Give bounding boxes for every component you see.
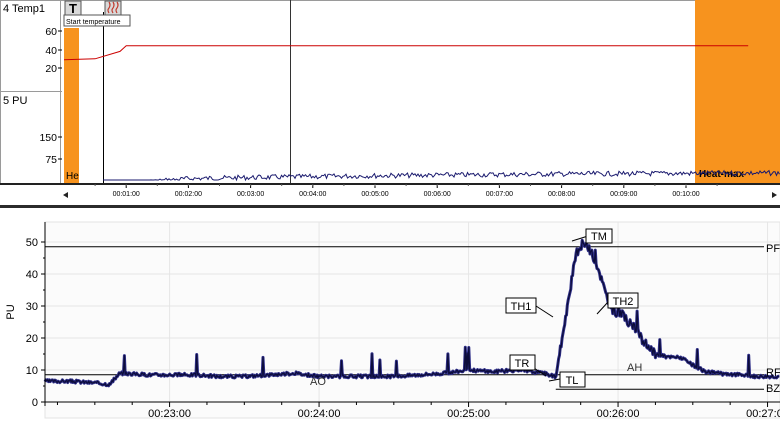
scroll-left-icon[interactable]: [63, 192, 68, 198]
temp-tick-60: 60: [45, 26, 57, 38]
pu-tick-150: 150: [39, 132, 57, 144]
x-tick-label: 00:25:00: [447, 408, 490, 420]
perfusion-trace: [44, 239, 780, 387]
overview-frame: [0, 0, 780, 184]
pf-label: PF: [766, 243, 780, 255]
overview-time-scrollbar[interactable]: 00:01:00 00:02:00 00:03:00 00:04:00 00:05:00…: [0, 183, 780, 206]
text-tool-icon: T: [69, 1, 77, 16]
y-tick-label: 40: [26, 269, 38, 281]
pu-overview-trace: [103, 169, 780, 182]
x-tick-label: 00:23:00: [148, 408, 191, 420]
marker-th2[interactable]: TH2: [596, 292, 639, 315]
y-tick-label: 50: [26, 237, 38, 249]
plot-area[interactable]: [44, 221, 780, 419]
marker-tm[interactable]: TM: [571, 228, 613, 244]
x-tick-label: 00:26:00: [597, 408, 640, 420]
marker-tr-label: TR: [515, 358, 530, 370]
time-tick-label: 00:08:00: [548, 191, 575, 198]
y-tick-label: 0: [32, 397, 38, 409]
ao-area-label: AO: [310, 376, 326, 388]
time-tick-label: 00:07:00: [486, 191, 513, 198]
overview-time-ticks: 00:01:00 00:02:00 00:03:00 00:04:00 00:05:00…: [94, 184, 718, 198]
marker-th1[interactable]: TH1: [505, 297, 554, 318]
marker-tl-label: TL: [566, 375, 579, 387]
y-axis-label: PU: [5, 304, 17, 319]
y-axis: 50 40 30 20 10 0: [26, 222, 46, 409]
time-tick-label: 00:05:00: [361, 191, 388, 198]
temp-trace: [63, 45, 749, 61]
marker-tm-label: TM: [591, 231, 607, 243]
ah-area-label: AH: [627, 362, 642, 374]
x-axis: 00:23:00 00:24:00 00:25:00 00:26:00 00:27:00: [45, 401, 780, 420]
channel-1-label: 4 Temp1: [3, 3, 45, 15]
y-tick-label: 10: [26, 365, 38, 377]
heat-max-label: Heat-max: [699, 169, 744, 180]
heat-bar-start-label: He: [66, 171, 79, 182]
x-tick-label: 00:24:00: [298, 408, 341, 420]
temp-axis: 60 40 20: [45, 26, 62, 75]
marker-th2-label: TH2: [613, 296, 634, 308]
text-tool-button[interactable]: T: [64, 0, 82, 16]
panel-separator[interactable]: [0, 205, 780, 208]
temp-tick-20: 20: [45, 63, 57, 75]
y-tick-label: 30: [26, 301, 38, 313]
temp-tick-40: 40: [45, 45, 57, 57]
x-tick-label: 00:27:00: [746, 408, 780, 420]
time-tick-label: 00:10:00: [672, 191, 699, 198]
time-tick-label: 00:09:00: [610, 191, 637, 198]
time-tick-label: 00:03:00: [237, 191, 264, 198]
bz-label: BZ: [766, 383, 780, 395]
marker-th1-label: TH1: [511, 301, 532, 313]
heat-bar-start[interactable]: [64, 28, 79, 183]
channel-2-label: 5 PU: [3, 95, 28, 107]
tooltip-text: Start temperature: [66, 19, 121, 26]
scroll-right-icon[interactable]: [772, 192, 777, 198]
marker-tl[interactable]: TL: [548, 371, 586, 388]
pu-tick-75: 75: [45, 154, 57, 166]
start-temperature-tooltip: Start temperature: [63, 14, 131, 27]
time-tick-label: 00:01:00: [113, 191, 140, 198]
grid: [45, 222, 780, 402]
time-tick-label: 00:04:00: [299, 191, 326, 198]
rf-label: RF: [766, 367, 780, 379]
heat-tool-button[interactable]: [104, 0, 122, 16]
heat-wave-icon: [107, 1, 119, 14]
marker-tr[interactable]: TR: [509, 354, 547, 377]
time-tick-label: 00:06:00: [424, 191, 451, 198]
overview-panel: 4 Temp1 5 PU 60 40 20 150 75 He Heat-max: [0, 0, 780, 184]
time-tick-label: 00:02:00: [175, 191, 202, 198]
pu-overview-axis: 150 75: [39, 132, 62, 166]
heat-max-bar[interactable]: [695, 0, 780, 183]
y-tick-label: 20: [26, 333, 38, 345]
